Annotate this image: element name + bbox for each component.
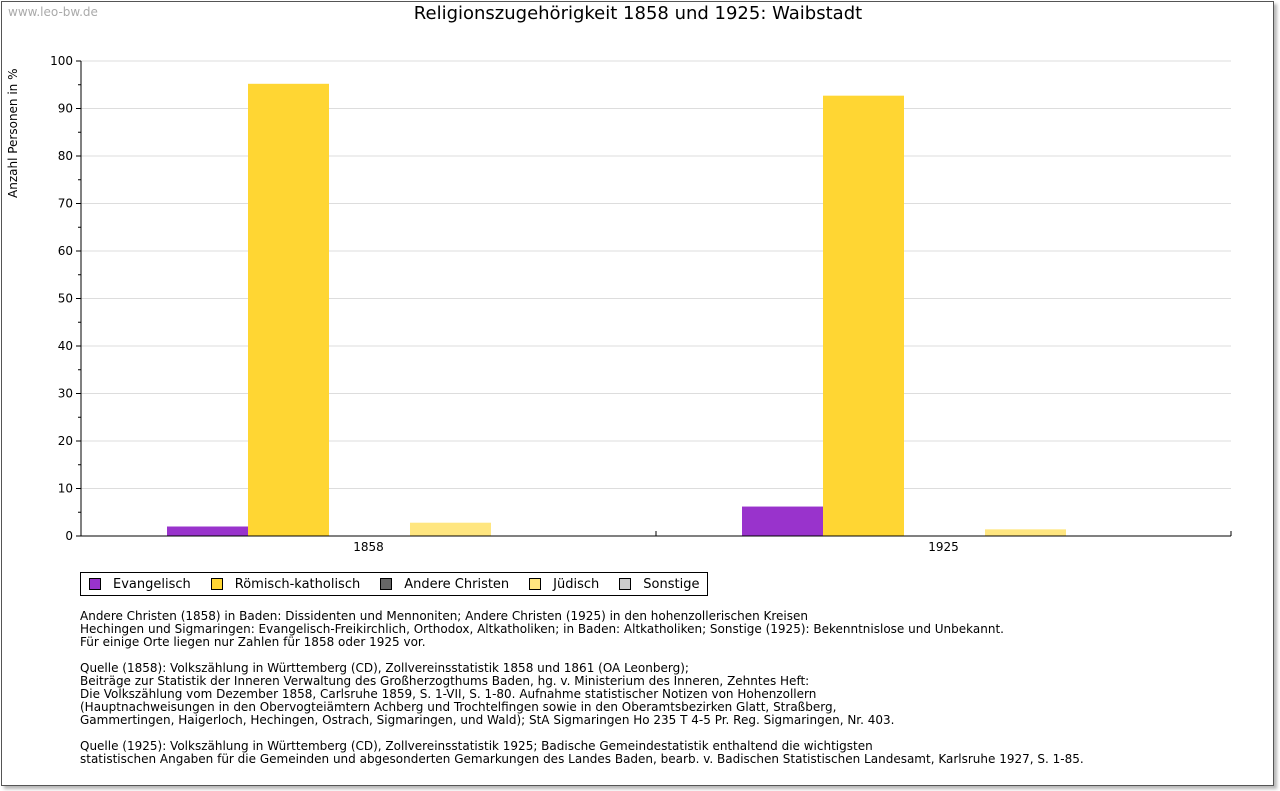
watermark: www.leo-bw.de xyxy=(8,5,98,19)
legend-label: Evangelisch xyxy=(113,576,191,592)
y-tick-label: 100 xyxy=(50,54,73,68)
legend-swatch xyxy=(210,578,223,590)
bar-r-misch-katholisch-1858[interactable] xyxy=(248,83,329,537)
footnotes: Andere Christen (1858) in Baden: Disside… xyxy=(80,610,1084,779)
y-tick-label: 90 xyxy=(58,102,73,116)
x-tick-label: 1925 xyxy=(928,540,959,554)
y-axis-label: Anzahl Personen in % xyxy=(6,68,20,198)
y-tick-label: 0 xyxy=(65,529,73,543)
bar-evangelisch-1925[interactable] xyxy=(742,506,823,536)
bar-j-disch-1858[interactable] xyxy=(410,522,491,536)
legend: Evangelisch Römisch-katholisch Andere Chri… xyxy=(80,572,709,596)
y-tick-label: 20 xyxy=(58,434,73,448)
note-line: Gammertingen, Haigerloch, Hechingen, Ost… xyxy=(80,713,895,727)
bar-j-disch-1925[interactable] xyxy=(985,529,1066,536)
chart-plot: 0 10 20 30 40 50 60 70 80 90 100 1858 1925 Anzahl Pe… xyxy=(6,54,1232,554)
x-tick-label: 1858 xyxy=(353,540,384,554)
legend-item[interactable]: Jüdisch xyxy=(529,577,599,592)
legend-label: Andere Christen xyxy=(404,576,510,592)
note-paragraph: Andere Christen (1858) in Baden: Disside… xyxy=(80,610,1084,649)
note-paragraph: Quelle (1925): Volkszählung in Württembe… xyxy=(80,740,1084,766)
chart-title: Religionszugehörigkeit 1858 und 1925: Wa… xyxy=(413,3,863,24)
legend-label: Sonstige xyxy=(643,576,700,592)
note-line: Quelle (1925): Volkszählung in Württembe… xyxy=(80,739,873,753)
legend-swatch xyxy=(619,578,632,590)
legend-swatch xyxy=(529,578,542,590)
y-tick-label: 80 xyxy=(58,149,73,163)
legend-label: Römisch-katholisch xyxy=(234,576,361,592)
note-line: Beiträge zur Statistik der Inneren Verwa… xyxy=(80,674,810,688)
bar-evangelisch-1858[interactable] xyxy=(167,526,248,537)
note-paragraph: Quelle (1858): Volkszählung in Württembe… xyxy=(80,662,1084,727)
note-line: Für einige Orte liegen nur Zahlen für 18… xyxy=(80,635,426,649)
y-tick-label: 60 xyxy=(58,244,73,258)
note-line: Quelle (1858): Volkszählung in Württembe… xyxy=(80,661,689,675)
bar-r-misch-katholisch-1925[interactable] xyxy=(823,95,904,537)
y-tick-label: 30 xyxy=(58,387,73,401)
y-tick-label: 10 xyxy=(58,482,73,496)
y-tick-label: 50 xyxy=(58,292,73,306)
y-tick-label: 40 xyxy=(58,339,73,353)
note-line: Hechingen und Sigmaringen: Evangelisch-F… xyxy=(80,622,1004,636)
legend-label: Jüdisch xyxy=(553,576,600,592)
legend-item[interactable]: Andere Christen xyxy=(380,577,509,592)
legend-swatch xyxy=(380,578,393,590)
note-line: Andere Christen (1858) in Baden: Disside… xyxy=(80,609,808,623)
note-line: statistischen Angaben für die Gemeinden … xyxy=(80,752,1084,766)
legend-swatch xyxy=(89,578,101,590)
note-line: (Hauptnachweisungen in den Obervogteiämt… xyxy=(80,700,837,714)
y-tick-label: 70 xyxy=(58,197,73,211)
legend-item[interactable]: Römisch-katholisch xyxy=(210,576,361,592)
note-line: Die Volkszählung vom Dezember 1858, Carl… xyxy=(80,687,817,701)
legend-item[interactable]: Sonstige xyxy=(619,577,699,592)
legend-item[interactable]: Evangelisch xyxy=(89,577,191,592)
